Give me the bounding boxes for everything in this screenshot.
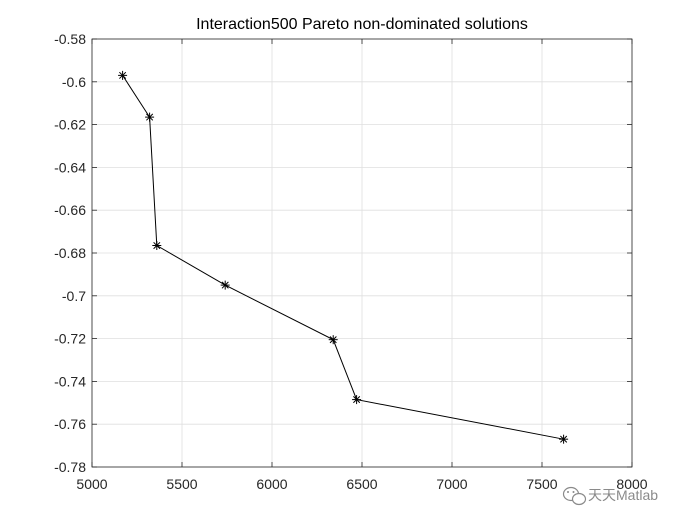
x-tick-label: 6000: [256, 476, 287, 492]
marker-stroke: [560, 435, 568, 443]
y-tick-labels: -0.58 -0.6 -0.62 -0.64 -0.66 -0.68 -0.7 -0.72 -0…: [54, 31, 86, 475]
chart-title: Interaction500 Pareto non-dominated solu…: [196, 16, 528, 33]
x-tick-label: 8000: [616, 476, 647, 492]
marker-stroke: [353, 396, 361, 404]
marker-stroke: [221, 281, 229, 289]
data-point-marker: [118, 70, 128, 80]
watermark: 天天Matlab: [562, 486, 658, 506]
marker-stroke: [146, 113, 154, 121]
axis-ticks: [91, 38, 633, 468]
x-tick-label: 6500: [346, 476, 377, 492]
marker-stroke: [153, 241, 161, 250]
y-tick-label: -0.72: [54, 331, 86, 347]
data-point-marker: [152, 241, 162, 251]
watermark-text: 天天Matlab: [588, 487, 658, 503]
series-layer: [118, 70, 569, 444]
y-tick-label: -0.68: [54, 245, 86, 261]
x-tick-label: 7000: [436, 476, 467, 492]
data-point-marker: [559, 434, 569, 444]
y-tick-label: -0.74: [54, 373, 86, 389]
x-tick-label: 5500: [166, 476, 197, 492]
data-point-marker: [145, 112, 155, 122]
marker-stroke: [329, 336, 337, 344]
y-tick-label: -0.7: [62, 288, 86, 304]
y-tick-label: -0.78: [54, 459, 86, 475]
x-tick-labels: 5000 5500 6000 6500 7000 7500 8000: [76, 476, 647, 492]
y-tick-label: -0.6: [62, 74, 86, 90]
marker-stroke: [119, 71, 127, 79]
y-tick-label: -0.62: [54, 117, 86, 133]
y-tick-label: -0.58: [54, 31, 86, 47]
data-point-marker: [328, 335, 338, 345]
data-point-marker: [220, 280, 230, 290]
data-point-marker: [352, 395, 362, 405]
x-tick-label: 5000: [76, 476, 107, 492]
y-tick-label: -0.66: [54, 202, 86, 218]
y-tick-label: -0.64: [54, 159, 86, 175]
y-tick-label: -0.76: [54, 416, 86, 432]
x-tick-label: 7500: [526, 476, 557, 492]
wechat-icon: [562, 486, 587, 506]
